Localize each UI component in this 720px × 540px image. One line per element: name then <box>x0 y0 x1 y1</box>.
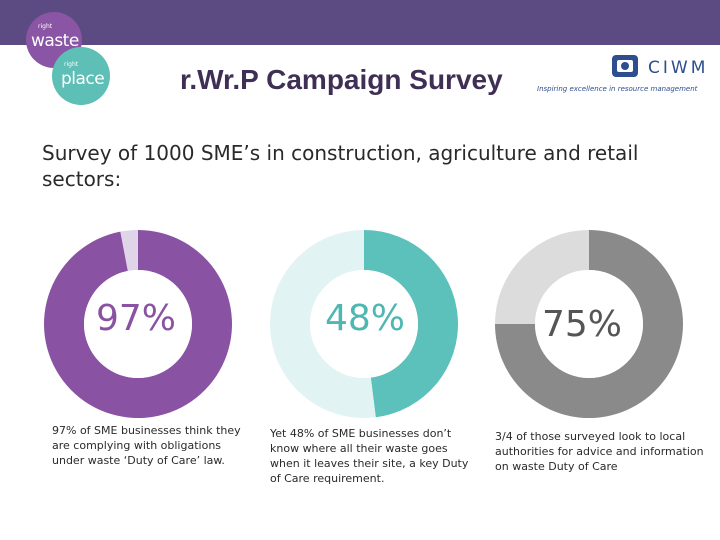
logo-place-small-text: right <box>64 61 79 68</box>
donut-value-segment <box>495 230 683 418</box>
logo-place-word: place <box>61 69 105 89</box>
donut-chart-48 <box>268 228 460 420</box>
donut-value-segment <box>44 230 232 419</box>
stat-48-label: 48% <box>325 298 406 339</box>
donut-hole <box>310 270 418 378</box>
ciwm-crest-icon <box>612 55 638 77</box>
header-bar <box>0 0 720 45</box>
donut-hole <box>84 270 192 378</box>
stat-48-caption: Yet 48% of SME businesses don’t know whe… <box>270 427 469 485</box>
stat-97-caption: 97% of SME businesses think they are com… <box>52 424 241 467</box>
ciwm-wordmark: CIWM <box>648 58 709 78</box>
donut-chart-97 <box>42 228 234 420</box>
page-title: r.Wr.P Campaign Survey <box>180 64 503 95</box>
logo-waste-word: waste <box>31 31 79 51</box>
donut-value-segment <box>364 230 458 418</box>
donut-remainder-segment <box>270 230 376 418</box>
logo-waste-small-text: right <box>38 23 53 30</box>
stat-75-label: 75% <box>542 304 623 345</box>
donut-remainder-segment <box>120 230 138 271</box>
donut-hole <box>535 270 643 378</box>
donut-chart-75 <box>493 228 685 420</box>
stat-97-label: 97% <box>96 298 177 339</box>
ciwm-tagline: Inspiring excellence in resource managem… <box>537 85 698 93</box>
stat-75-caption: 3/4 of those surveyed look to local auth… <box>495 430 704 473</box>
survey-intro: Survey of 1000 SME’s in construction, ag… <box>42 141 639 191</box>
donut-remainder-segment <box>495 230 589 324</box>
right-waste-logo: right waste <box>26 12 82 68</box>
right-place-logo: right place <box>52 47 110 105</box>
